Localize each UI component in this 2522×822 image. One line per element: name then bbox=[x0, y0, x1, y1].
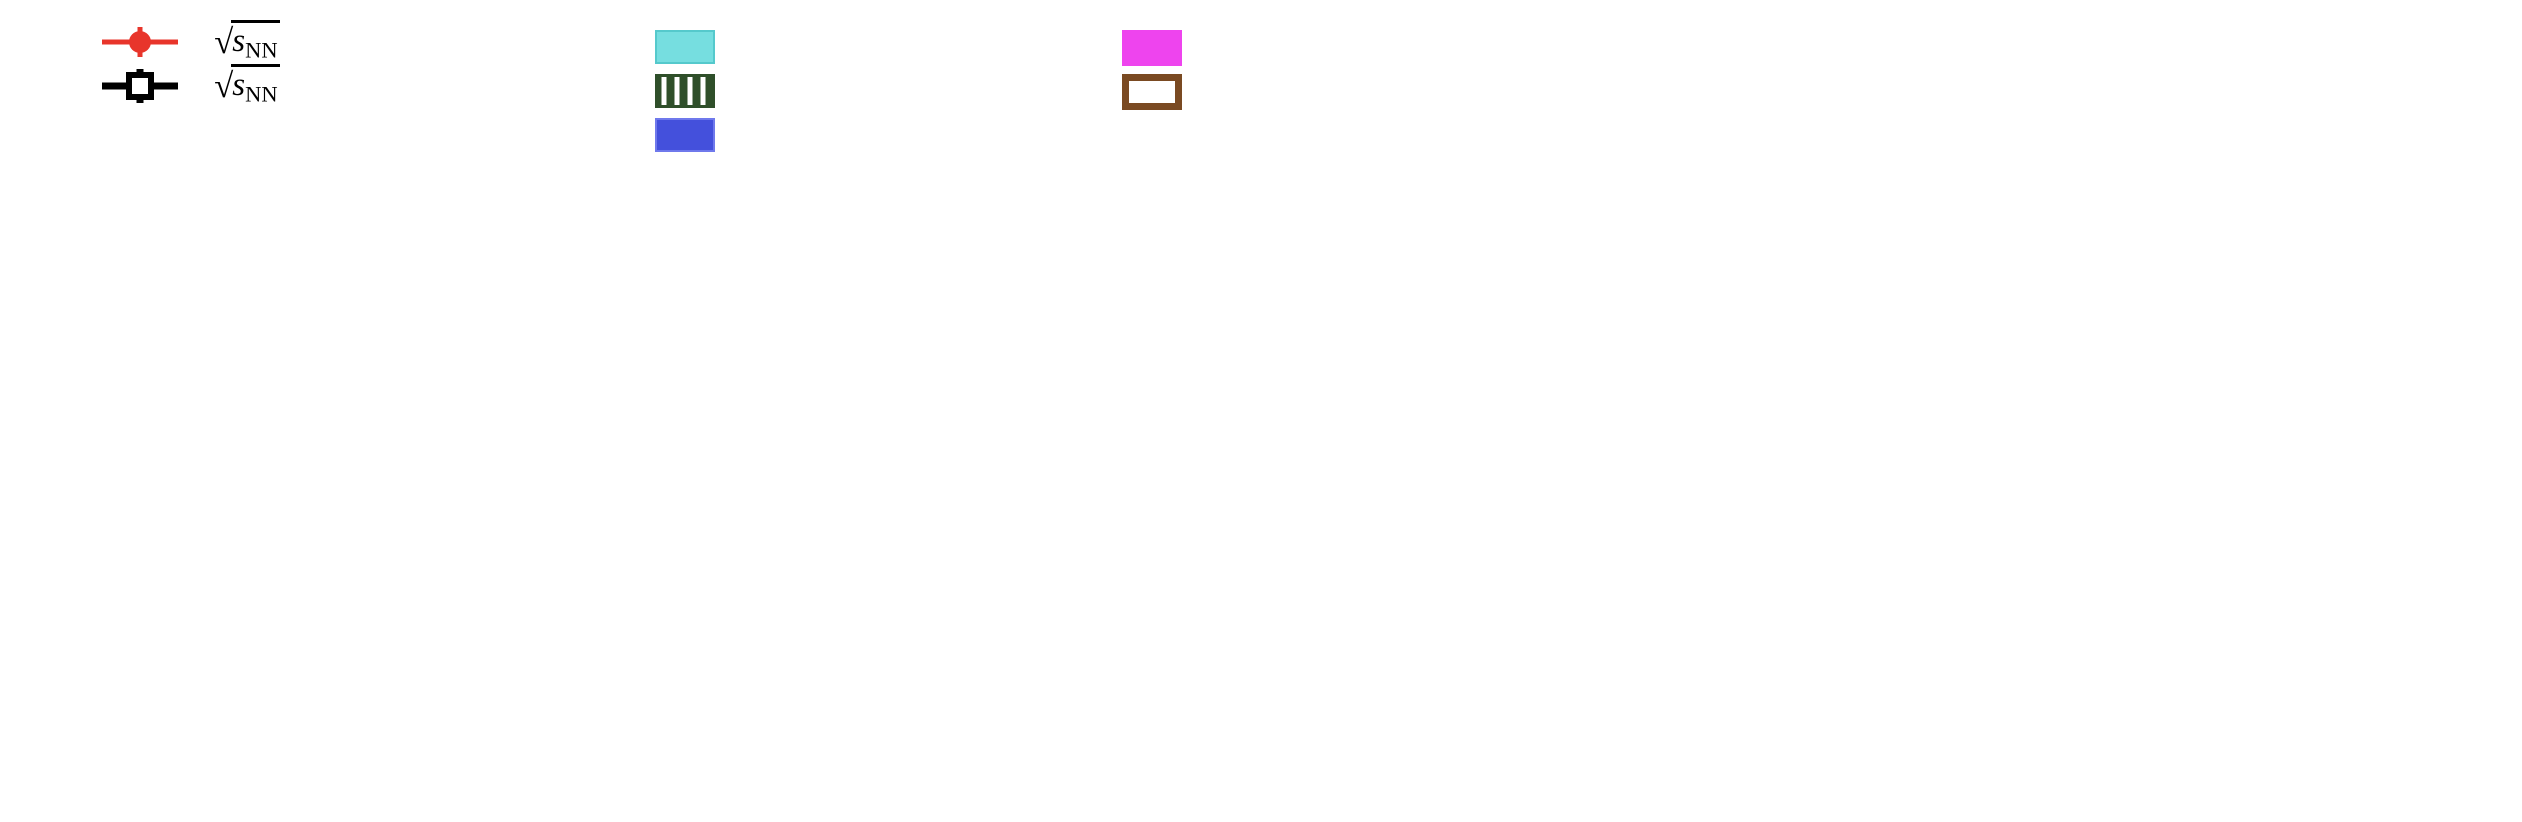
legend-swatch-cgc2 bbox=[1122, 74, 1182, 110]
sqrt-snn-symbol: √sNN bbox=[212, 64, 280, 109]
legend-marker-lhcb-8tev bbox=[102, 27, 178, 57]
legend-entry-lhcb-8tev[interactable]: √sNN bbox=[190, 20, 280, 65]
legend-swatch-epps16rwhf bbox=[655, 30, 715, 64]
prompt-d0-label bbox=[152, 158, 170, 202]
legend-swatch-fcel bbox=[655, 118, 715, 152]
legend-marker-lhcb-5tev bbox=[102, 69, 178, 103]
legend-swatch-ncteq15rwhf bbox=[655, 74, 715, 108]
sqrt-snn-symbol: √sNN bbox=[212, 20, 280, 65]
legend-swatch-cgc1 bbox=[1122, 30, 1182, 66]
legend-entry-lhcb-5tev[interactable]: √sNN bbox=[190, 64, 280, 109]
